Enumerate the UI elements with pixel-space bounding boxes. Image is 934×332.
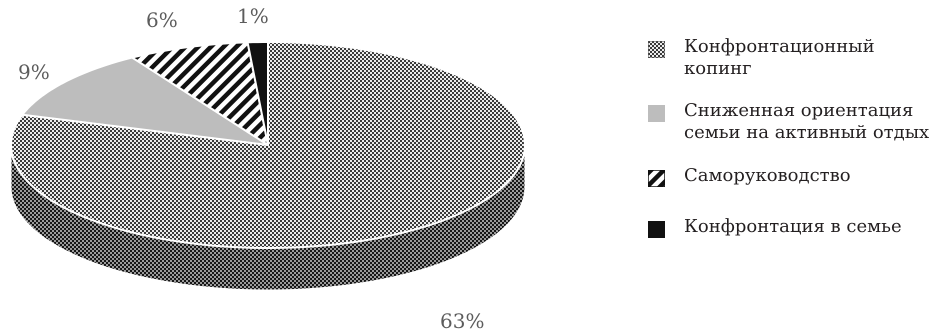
legend-label: Сниженная ориентация семьи на активный о… bbox=[684, 100, 930, 143]
pie-label-family-confrontation: 1% bbox=[237, 4, 269, 28]
legend-item-confrontational-coping: Конфронтационный копинг bbox=[648, 36, 932, 80]
legend: Конфронтационный копинг Сниженная ориент… bbox=[648, 36, 932, 238]
pie-slice-family-confrontation bbox=[246, 41, 269, 146]
legend-item-self-management: Саморуководство bbox=[648, 165, 932, 187]
pie-chart: 63% 9% 6% 1% bbox=[10, 4, 526, 332]
legend-swatch-gray bbox=[648, 105, 665, 122]
legend-swatch-checker bbox=[648, 41, 665, 58]
pie-slice-self-management bbox=[131, 41, 269, 146]
legend-swatch-black bbox=[648, 221, 665, 238]
legend-item-reduced-orientation: Сниженная ориентация семьи на активный о… bbox=[648, 100, 932, 144]
legend-label: Конфронтационный копинг bbox=[684, 36, 875, 79]
legend-label: Саморуководство bbox=[684, 165, 851, 186]
legend-label: Конфронтация в семье bbox=[684, 216, 902, 237]
legend-swatch-hatch bbox=[648, 170, 665, 187]
pie-label-self-management: 6% bbox=[146, 8, 178, 32]
pie-label-reduced-orientation: 9% bbox=[18, 60, 50, 84]
pie-top-face bbox=[10, 41, 526, 249]
pie-labels: 63% 9% 6% 1% bbox=[18, 4, 484, 332]
pie-slice-reduced-orientation bbox=[21, 56, 269, 146]
legend-item-family-confrontation: Конфронтация в семье bbox=[648, 216, 932, 238]
pie-label-confrontational-coping: 63% bbox=[440, 309, 484, 332]
